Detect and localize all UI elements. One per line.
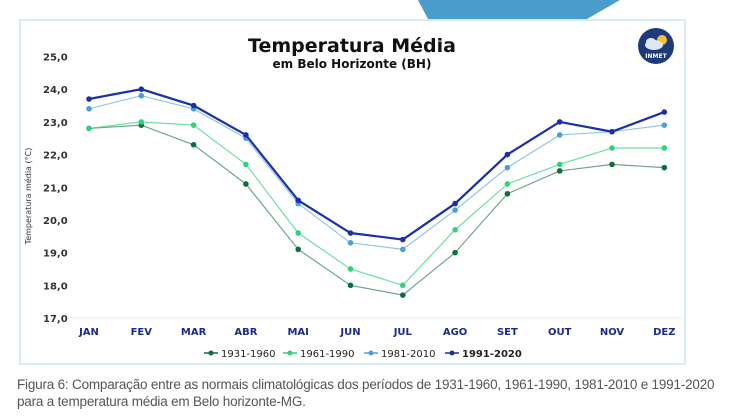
x-tick-label: DEZ: [653, 327, 675, 338]
data-point: [400, 292, 406, 298]
data-point: [661, 145, 668, 151]
data-point: [504, 164, 511, 171]
series-line: [88, 124, 665, 296]
y-axis-label: Temperatura média (°C): [23, 148, 33, 246]
data-point: [86, 106, 92, 112]
legend-item: 1931-1960: [204, 349, 276, 360]
data-point: [504, 181, 511, 187]
data-point: [556, 119, 563, 125]
legend-label: 1931-1960: [221, 349, 276, 360]
figure-caption: Figura 6: Comparação entre as normais cl…: [17, 377, 715, 409]
data-point: [347, 266, 354, 272]
data-point: [609, 161, 615, 168]
data-point: [295, 230, 302, 236]
x-tick-label: MAI: [287, 327, 308, 338]
x-tick-label: ABR: [234, 327, 257, 338]
header-banner-shape: [418, 0, 620, 19]
data-point: [609, 145, 615, 151]
series-layer: [86, 86, 668, 298]
y-tick-label: 22,0: [43, 151, 68, 162]
y-tick-label: 20,0: [43, 216, 68, 227]
data-point: [347, 282, 354, 289]
data-point: [295, 246, 302, 253]
legend-label: 1991-2020: [462, 349, 522, 360]
data-point: [138, 119, 145, 125]
data-point: [609, 128, 615, 135]
x-tick-label: JUN: [339, 327, 360, 338]
data-point: [556, 161, 563, 168]
data-point: [452, 249, 458, 256]
line-chart: Temperatura Média em Belo Horizonte (BH)…: [23, 28, 683, 360]
legend-item: 1981-2010: [364, 349, 436, 360]
y-tick-label: 19,0: [43, 249, 68, 260]
y-tick-label: 23,0: [43, 118, 68, 129]
y-tick-label: 25,0: [43, 53, 68, 64]
x-tick-label: MAR: [181, 327, 207, 338]
data-point: [243, 132, 249, 138]
cloud-sun-icon: [645, 35, 667, 50]
legend: 1931-1960 1961-1990 1981-2010 1991-2020: [204, 349, 522, 360]
data-point: [504, 190, 511, 197]
legend-item: 1991-2020: [445, 349, 522, 360]
x-tick-label: NOV: [600, 327, 625, 338]
legend-label: 1961-1990: [300, 349, 355, 360]
y-tick-label: 18,0: [43, 281, 68, 292]
x-tick-label: SET: [497, 327, 518, 338]
legend-label: 1981-2010: [381, 349, 436, 360]
series-1961-1990: [86, 119, 668, 289]
data-point: [243, 161, 249, 168]
x-tick-label: JAN: [78, 327, 99, 338]
legend-marker: [368, 350, 374, 356]
y-tick-label: 24,0: [43, 85, 68, 96]
legend-marker: [208, 350, 214, 356]
data-point: [347, 240, 354, 246]
x-tick-label: AGO: [443, 327, 467, 338]
data-point: [400, 236, 406, 243]
data-point: [556, 132, 563, 138]
data-point: [190, 102, 197, 109]
data-point: [86, 125, 92, 132]
data-point: [504, 151, 511, 158]
data-point: [138, 86, 145, 92]
legend-item: 1961-1990: [283, 349, 355, 360]
series-1981-2010: [86, 92, 668, 253]
series-line: [88, 95, 665, 250]
x-tick-label: OUT: [548, 327, 572, 338]
inmet-logo: INMET: [638, 28, 674, 64]
series-1931-1960: [86, 122, 668, 298]
data-point: [190, 141, 197, 148]
series-line: [88, 121, 665, 286]
series-line: [88, 88, 665, 241]
data-point: [661, 164, 668, 171]
logo-label: INMET: [645, 53, 667, 60]
data-point: [295, 197, 302, 204]
x-tick-label: FEV: [131, 327, 153, 338]
data-point: [243, 181, 249, 187]
x-tick-label: JUL: [393, 327, 413, 338]
y-axis-ticks: 17,0 18,0 19,0 20,0 21,0 22,0 23,0 24,0 25,0: [43, 53, 68, 326]
y-tick-label: 21,0: [43, 183, 68, 194]
chart-subtitle: em Belo Horizonte (BH): [273, 57, 432, 71]
data-point: [400, 246, 406, 253]
legend-marker: [287, 350, 293, 356]
data-point: [400, 282, 406, 289]
chart-title: Temperatura Média: [248, 35, 456, 57]
data-point: [556, 168, 563, 174]
data-point: [190, 122, 197, 128]
data-point: [452, 226, 458, 233]
data-point: [661, 109, 668, 115]
data-point: [347, 230, 354, 236]
data-point: [86, 96, 92, 102]
data-point: [452, 207, 458, 213]
y-tick-label: 17,0: [43, 314, 68, 325]
data-point: [661, 122, 668, 128]
chart-panel: Temperatura Média em Belo Horizonte (BH)…: [19, 19, 686, 365]
x-axis-ticks: JAN FEV MAR ABR MAI JUN JUL AGO SET OUT NOV DEZ: [78, 327, 675, 338]
data-point: [452, 200, 458, 207]
series-1991-2020: [86, 86, 668, 243]
data-point: [138, 92, 145, 99]
legend-marker: [449, 350, 455, 356]
